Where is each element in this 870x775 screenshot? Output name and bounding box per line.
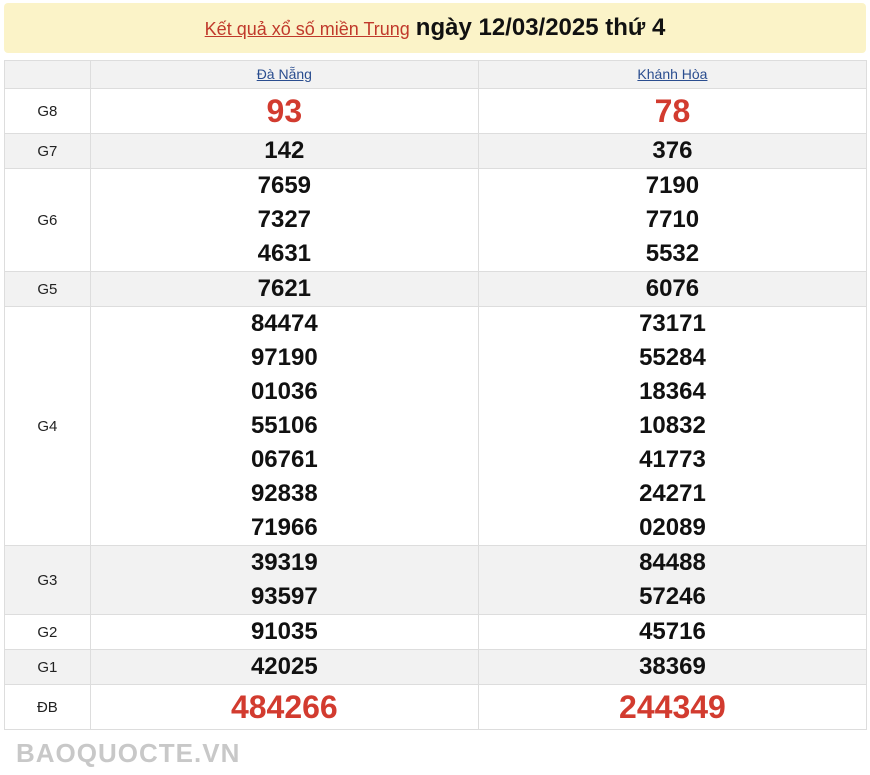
winning-number: 06761 <box>250 446 318 473</box>
watermark: BAOQUOCTE.VN <box>16 738 241 768</box>
prize-row: ĐB 484266 244349 <box>4 684 868 730</box>
result-cell: 38369 <box>477 649 868 685</box>
winning-number: 24271 <box>639 480 706 507</box>
winning-number: 7710 <box>645 206 700 233</box>
prize-row: G3 39319 93597 84488 57246 <box>4 545 868 615</box>
winning-number: 55106 <box>250 412 318 439</box>
winning-number: 73171 <box>639 310 706 337</box>
prize-row: G4 84474 97190 01036 55106 06761 92838 71966 731… <box>4 306 868 546</box>
result-cell: 484266 <box>89 684 479 730</box>
results-link[interactable]: Kết quả xổ số miền Trung <box>204 19 410 39</box>
result-cell: 244349 <box>477 684 868 730</box>
winning-number: 84488 <box>639 549 706 576</box>
result-cell: 39319 93597 <box>89 545 479 615</box>
winning-number: 18364 <box>639 378 706 405</box>
winning-number: 42025 <box>250 653 318 680</box>
winning-number: 41773 <box>639 446 706 473</box>
result-cell: 84474 97190 01036 55106 06761 92838 71966 <box>89 306 479 546</box>
winning-number: 376 <box>652 137 693 164</box>
prize-label: G2 <box>4 614 91 650</box>
result-cell: 6076 <box>477 271 868 307</box>
winning-number: 78 <box>654 93 691 129</box>
result-cell: 142 <box>89 133 479 169</box>
results-table: Đà Nẵng Khánh Hòa G8 93 78 G7 142 376 G6 7659 73… <box>4 60 868 730</box>
prize-row: G7 142 376 <box>4 133 868 169</box>
winning-number: 71966 <box>250 514 318 541</box>
result-cell: 7190 7710 5532 <box>477 168 868 272</box>
winning-number: 6076 <box>645 275 700 302</box>
winning-number: 01036 <box>250 378 318 405</box>
prize-label: ĐB <box>4 684 91 730</box>
winning-number: 57246 <box>639 583 706 610</box>
winning-number: 4631 <box>257 240 312 267</box>
result-cell: 45716 <box>477 614 868 650</box>
result-cell: 7621 <box>89 271 479 307</box>
winning-number: 7621 <box>257 275 312 302</box>
winning-number: 244349 <box>619 689 726 725</box>
winning-number: 02089 <box>639 514 706 541</box>
winning-number: 7659 <box>257 172 312 199</box>
prize-label: G4 <box>4 306 91 546</box>
winning-number: 38369 <box>639 653 706 680</box>
winning-number: 484266 <box>230 689 338 725</box>
result-cell: 7659 7327 4631 <box>89 168 479 272</box>
province-link-khanh-hoa[interactable]: Khánh Hòa <box>637 65 708 82</box>
winning-number: 45716 <box>639 618 706 645</box>
winning-number: 92838 <box>250 480 318 507</box>
result-cell: 84488 57246 <box>477 545 868 615</box>
page-title: Kết quả xổ số miền Trung ngày 12/03/2025 … <box>4 3 866 53</box>
prize-row: G1 42025 38369 <box>4 649 868 685</box>
prize-label: G7 <box>4 133 91 169</box>
winning-number: 5532 <box>645 240 700 267</box>
corner-cell <box>4 60 91 89</box>
winning-number: 7327 <box>257 206 312 233</box>
winning-number: 7190 <box>645 172 700 199</box>
winning-number: 39319 <box>250 549 318 576</box>
winning-number: 91035 <box>250 618 318 645</box>
prize-row: G5 7621 6076 <box>4 271 868 307</box>
winning-number: 55284 <box>639 344 706 371</box>
result-cell: 78 <box>477 88 868 134</box>
column-header: Đà Nẵng <box>89 60 479 89</box>
result-cell: 376 <box>477 133 868 169</box>
winning-number: 10832 <box>639 412 706 439</box>
prize-label: G6 <box>4 168 91 272</box>
winning-number: 93 <box>266 93 303 129</box>
result-cell: 93 <box>89 88 479 134</box>
draw-date: ngày 12/03/2025 thứ 4 <box>415 14 666 41</box>
prize-label: G3 <box>4 545 91 615</box>
winning-number: 84474 <box>250 310 318 337</box>
prize-row: G8 93 78 <box>4 88 868 134</box>
result-cell: 73171 55284 18364 10832 41773 24271 02089 <box>477 306 868 546</box>
prize-row: G6 7659 7327 4631 7190 7710 5532 <box>4 168 868 272</box>
column-header: Khánh Hòa <box>477 60 868 89</box>
winning-number: 93597 <box>250 583 318 610</box>
winning-number: 97190 <box>250 344 318 371</box>
winning-number: 142 <box>264 137 305 164</box>
result-cell: 42025 <box>89 649 479 685</box>
prize-label: G5 <box>4 271 91 307</box>
prize-label: G8 <box>4 88 91 134</box>
province-link-da-nang[interactable]: Đà Nẵng <box>256 65 312 82</box>
prize-row: G2 91035 45716 <box>4 614 868 650</box>
result-cell: 91035 <box>89 614 479 650</box>
prize-label: G1 <box>4 649 91 685</box>
